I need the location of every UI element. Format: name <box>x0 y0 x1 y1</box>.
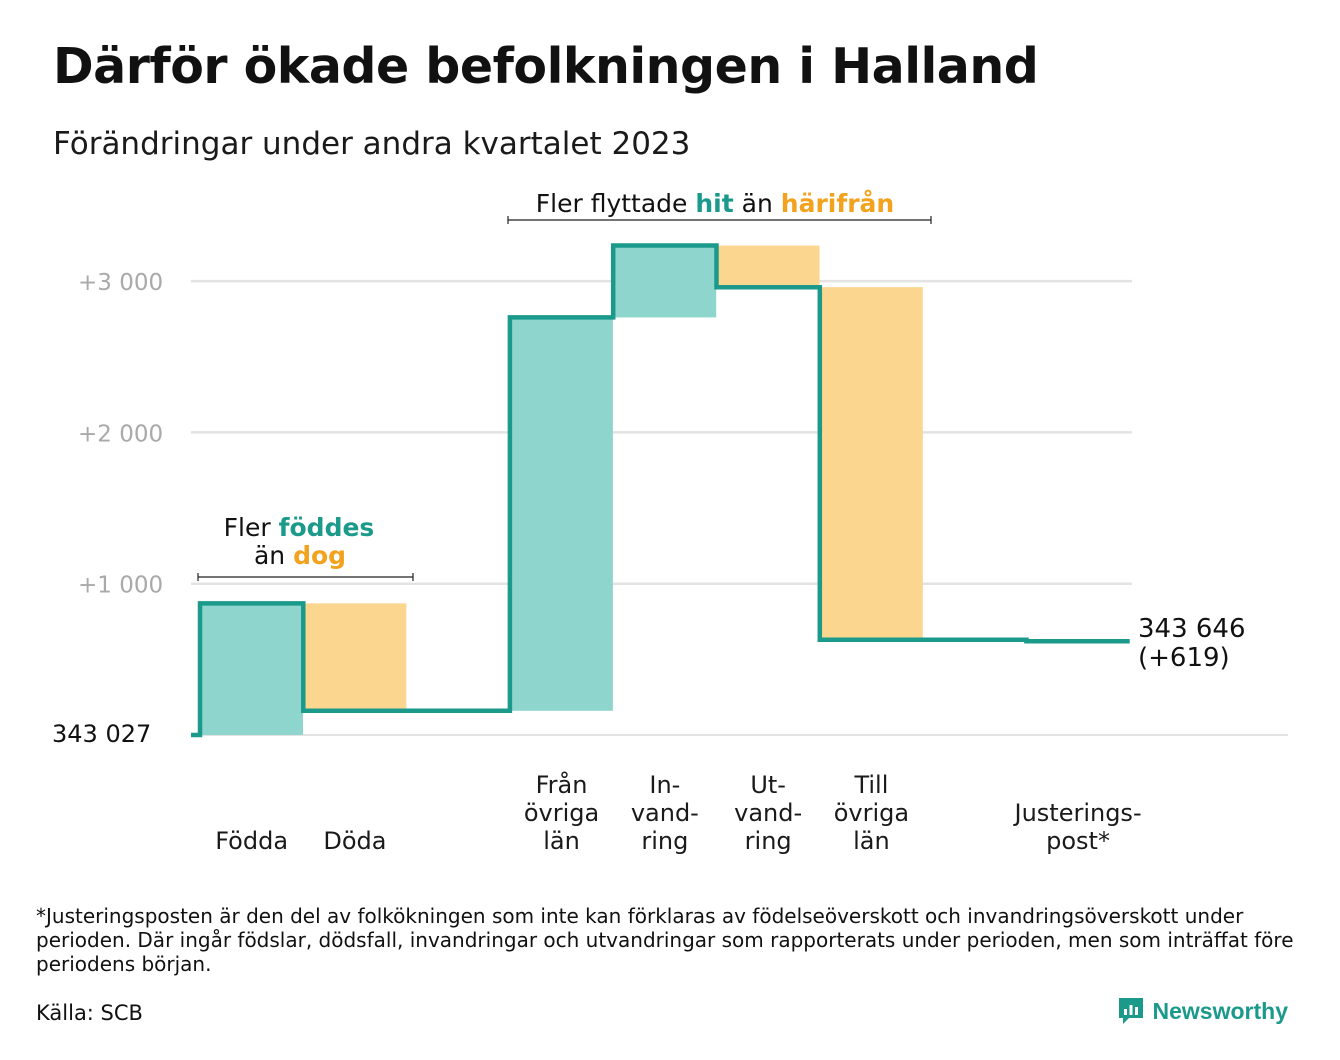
brand-logo: Newsworthy <box>1117 996 1288 1026</box>
x-category-label: Från övriga län <box>524 770 599 855</box>
annotation-moves-orange: härifrån <box>781 189 894 218</box>
footnote: *Justeringsposten är den del av folkökni… <box>36 904 1294 976</box>
brand-name: Newsworthy <box>1152 997 1288 1024</box>
annotation-births-teal: föddes <box>279 513 375 542</box>
waterfall-chart: +1 000 +2 000 +3 000 Födda Döda Från övriga lä… <box>52 189 1288 855</box>
annotation-births-prefix: Fler <box>224 513 272 542</box>
chart-title: Därför ökade befolkningen i Halland <box>53 38 1039 95</box>
bars <box>202 245 923 735</box>
x-category-label: Födda <box>215 827 288 855</box>
y-axis-ticks: +1 000 +2 000 +3 000 <box>78 270 163 599</box>
annotation-moves: Fler flyttade hit än härifrån <box>507 189 932 224</box>
x-category-label: Till övriga län <box>834 771 909 855</box>
source-credit: Källa: SCB <box>36 1001 143 1025</box>
bar-invandring <box>615 245 717 318</box>
annotation-moves-prefix: Fler flyttade <box>536 189 688 218</box>
x-category-label: Ut-vand-ring <box>734 771 802 855</box>
bar-tillövrigalän <box>821 287 923 640</box>
annotation-moves-teal: hit <box>695 189 733 218</box>
end-value-change: (+619) <box>1138 643 1230 673</box>
chart-subtitle: Förändringar under andra kvartalet 2023 <box>53 126 691 162</box>
bar-utvandring <box>718 245 820 288</box>
x-category-label: Justerings-post* <box>1012 799 1141 855</box>
y-tick-label: +1 000 <box>78 573 163 599</box>
annotation-moves-mid: än <box>742 189 773 218</box>
y-tick-label: +3 000 <box>78 270 163 296</box>
bar-döda <box>305 603 407 711</box>
newsworthy-logo-icon <box>1118 998 1143 1024</box>
svg-text:än dog: än dog <box>254 541 346 570</box>
svg-text:Fler flyttade hit: Fler flyttade hit än härifrån <box>536 189 894 218</box>
end-value-total: 343 646 <box>1138 614 1246 644</box>
annotation-births-orange: dog <box>293 541 346 570</box>
x-category-label: In-vand-ring <box>631 771 699 855</box>
cumulative-step-line <box>191 243 1130 738</box>
x-axis-categories: Födda Döda Från övriga län In-vand-ring Ut-van… <box>215 770 1141 855</box>
end-value-label: 343 646 (+619) <box>1138 614 1254 673</box>
bar-födda <box>202 603 303 735</box>
svg-text:Fler föddes: Fler föddes <box>224 513 375 542</box>
bar-frånövrigalän <box>511 317 613 711</box>
annotation-births-bracket <box>197 573 414 581</box>
y-tick-label: +2 000 <box>78 421 163 447</box>
annotation-births: Fler föddes än dog <box>197 513 414 581</box>
annotation-births-mid: än <box>254 541 285 570</box>
x-category-label: Döda <box>323 827 386 855</box>
start-value-label: 343 027 <box>52 720 151 748</box>
annotation-moves-bracket <box>507 216 932 224</box>
